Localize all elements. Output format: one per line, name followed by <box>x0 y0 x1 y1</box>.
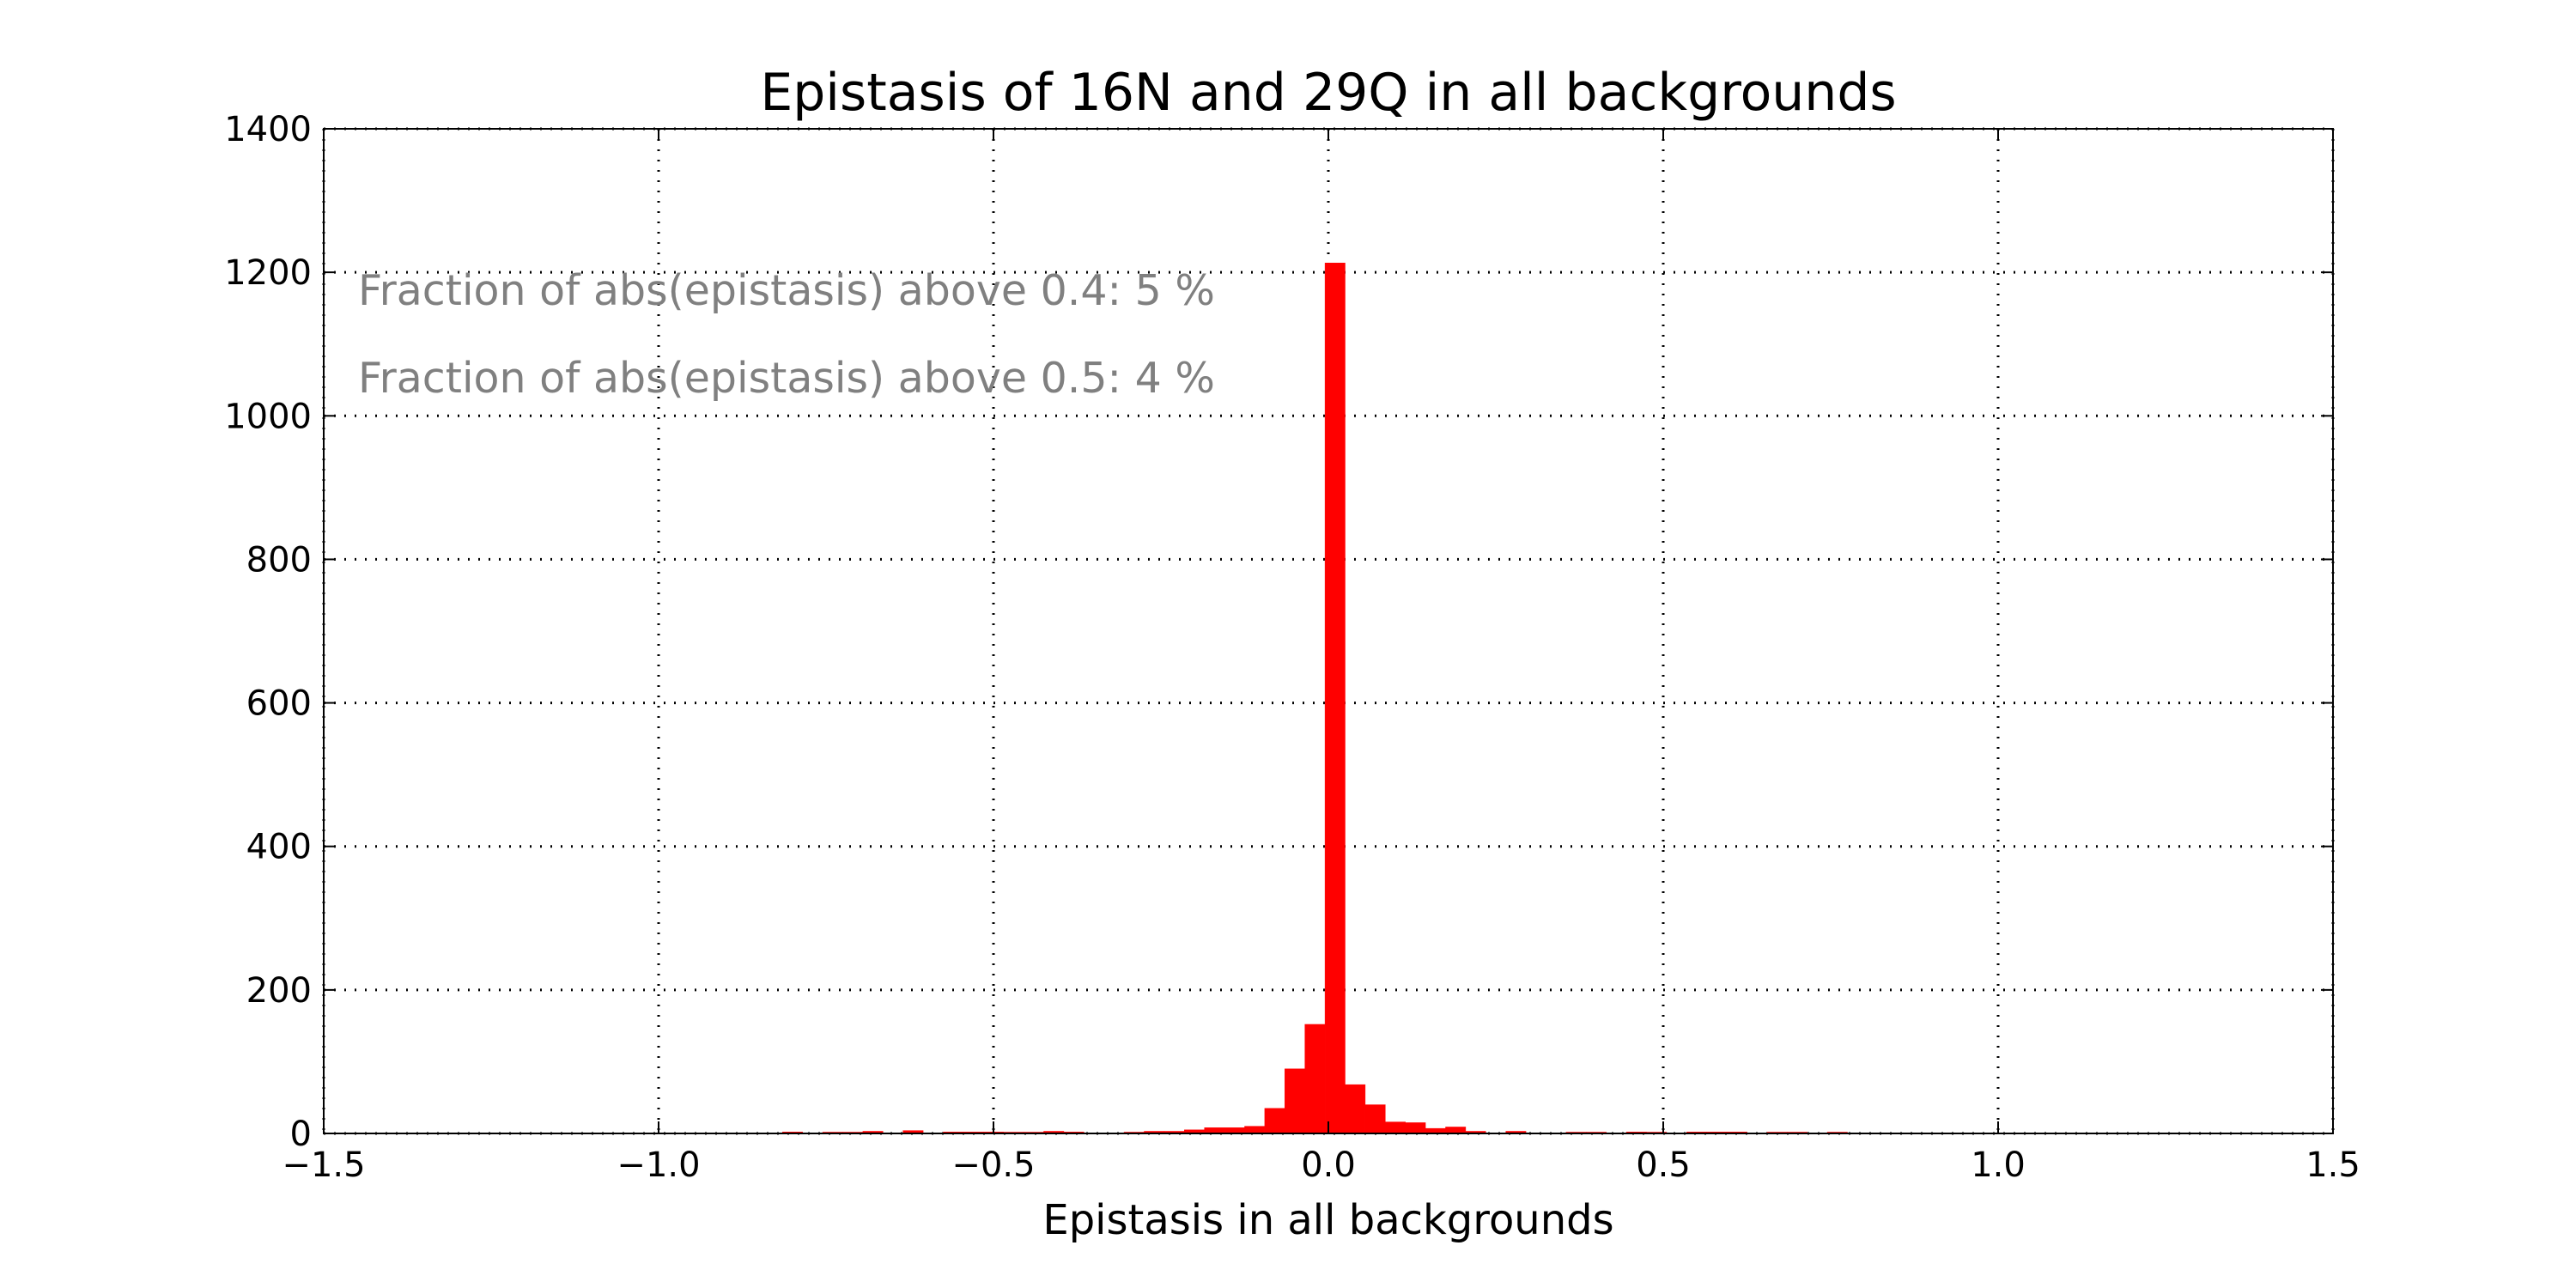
y-tick-label: 800 <box>246 540 312 580</box>
x-tick-label: −0.5 <box>951 1145 1035 1185</box>
histogram-bar <box>1244 1126 1266 1134</box>
chart-title: Epistasis of 16N and 29Q in all backgrou… <box>760 63 1896 123</box>
x-tick-label: 1.0 <box>1971 1145 2026 1185</box>
y-tick-label: 1200 <box>224 253 312 293</box>
annotation-fraction-above-0-4: Fraction of abs(epistasis) above 0.4: 5 … <box>358 266 1215 315</box>
histogram-bar <box>1324 263 1346 1134</box>
x-tick-label: 1.5 <box>2306 1145 2360 1185</box>
y-tick-label: 0 <box>290 1115 312 1154</box>
histogram-bar <box>1345 1084 1366 1134</box>
histogram-bar <box>1285 1068 1305 1134</box>
histogram-bars <box>782 263 1848 1134</box>
x-axis-tick-labels: −1.5 −1.0 −0.5 0.0 0.5 1.0 1.5 <box>282 1145 2360 1185</box>
y-axis-tick-labels: 0 200 400 600 800 1000 1200 1400 <box>224 110 312 1154</box>
histogram-bar <box>1405 1122 1426 1134</box>
histogram-bar <box>1385 1121 1406 1134</box>
y-tick-label: 200 <box>246 971 312 1011</box>
y-tick-label: 600 <box>246 684 312 724</box>
histogram-bar <box>1264 1108 1285 1134</box>
x-tick-label: 0.0 <box>1301 1145 1356 1185</box>
x-tick-label: −1.0 <box>617 1145 700 1185</box>
histogram-bar <box>1364 1104 1386 1134</box>
histogram-bar <box>1204 1127 1225 1134</box>
y-tick-label: 400 <box>246 828 312 867</box>
x-axis-label: Epistasis in all backgrounds <box>1042 1196 1613 1244</box>
histogram-bar <box>1224 1127 1245 1134</box>
histogram-bar <box>1304 1024 1326 1134</box>
y-tick-label: 1400 <box>224 110 312 149</box>
y-tick-label: 1000 <box>224 397 312 436</box>
annotation-fraction-above-0-5: Fraction of abs(epistasis) above 0.5: 4 … <box>358 354 1215 403</box>
x-tick-label: 0.5 <box>1636 1145 1691 1185</box>
histogram-bar <box>1445 1127 1467 1134</box>
x-tick-label: −1.5 <box>282 1145 365 1185</box>
tick-marks <box>323 128 2334 1134</box>
